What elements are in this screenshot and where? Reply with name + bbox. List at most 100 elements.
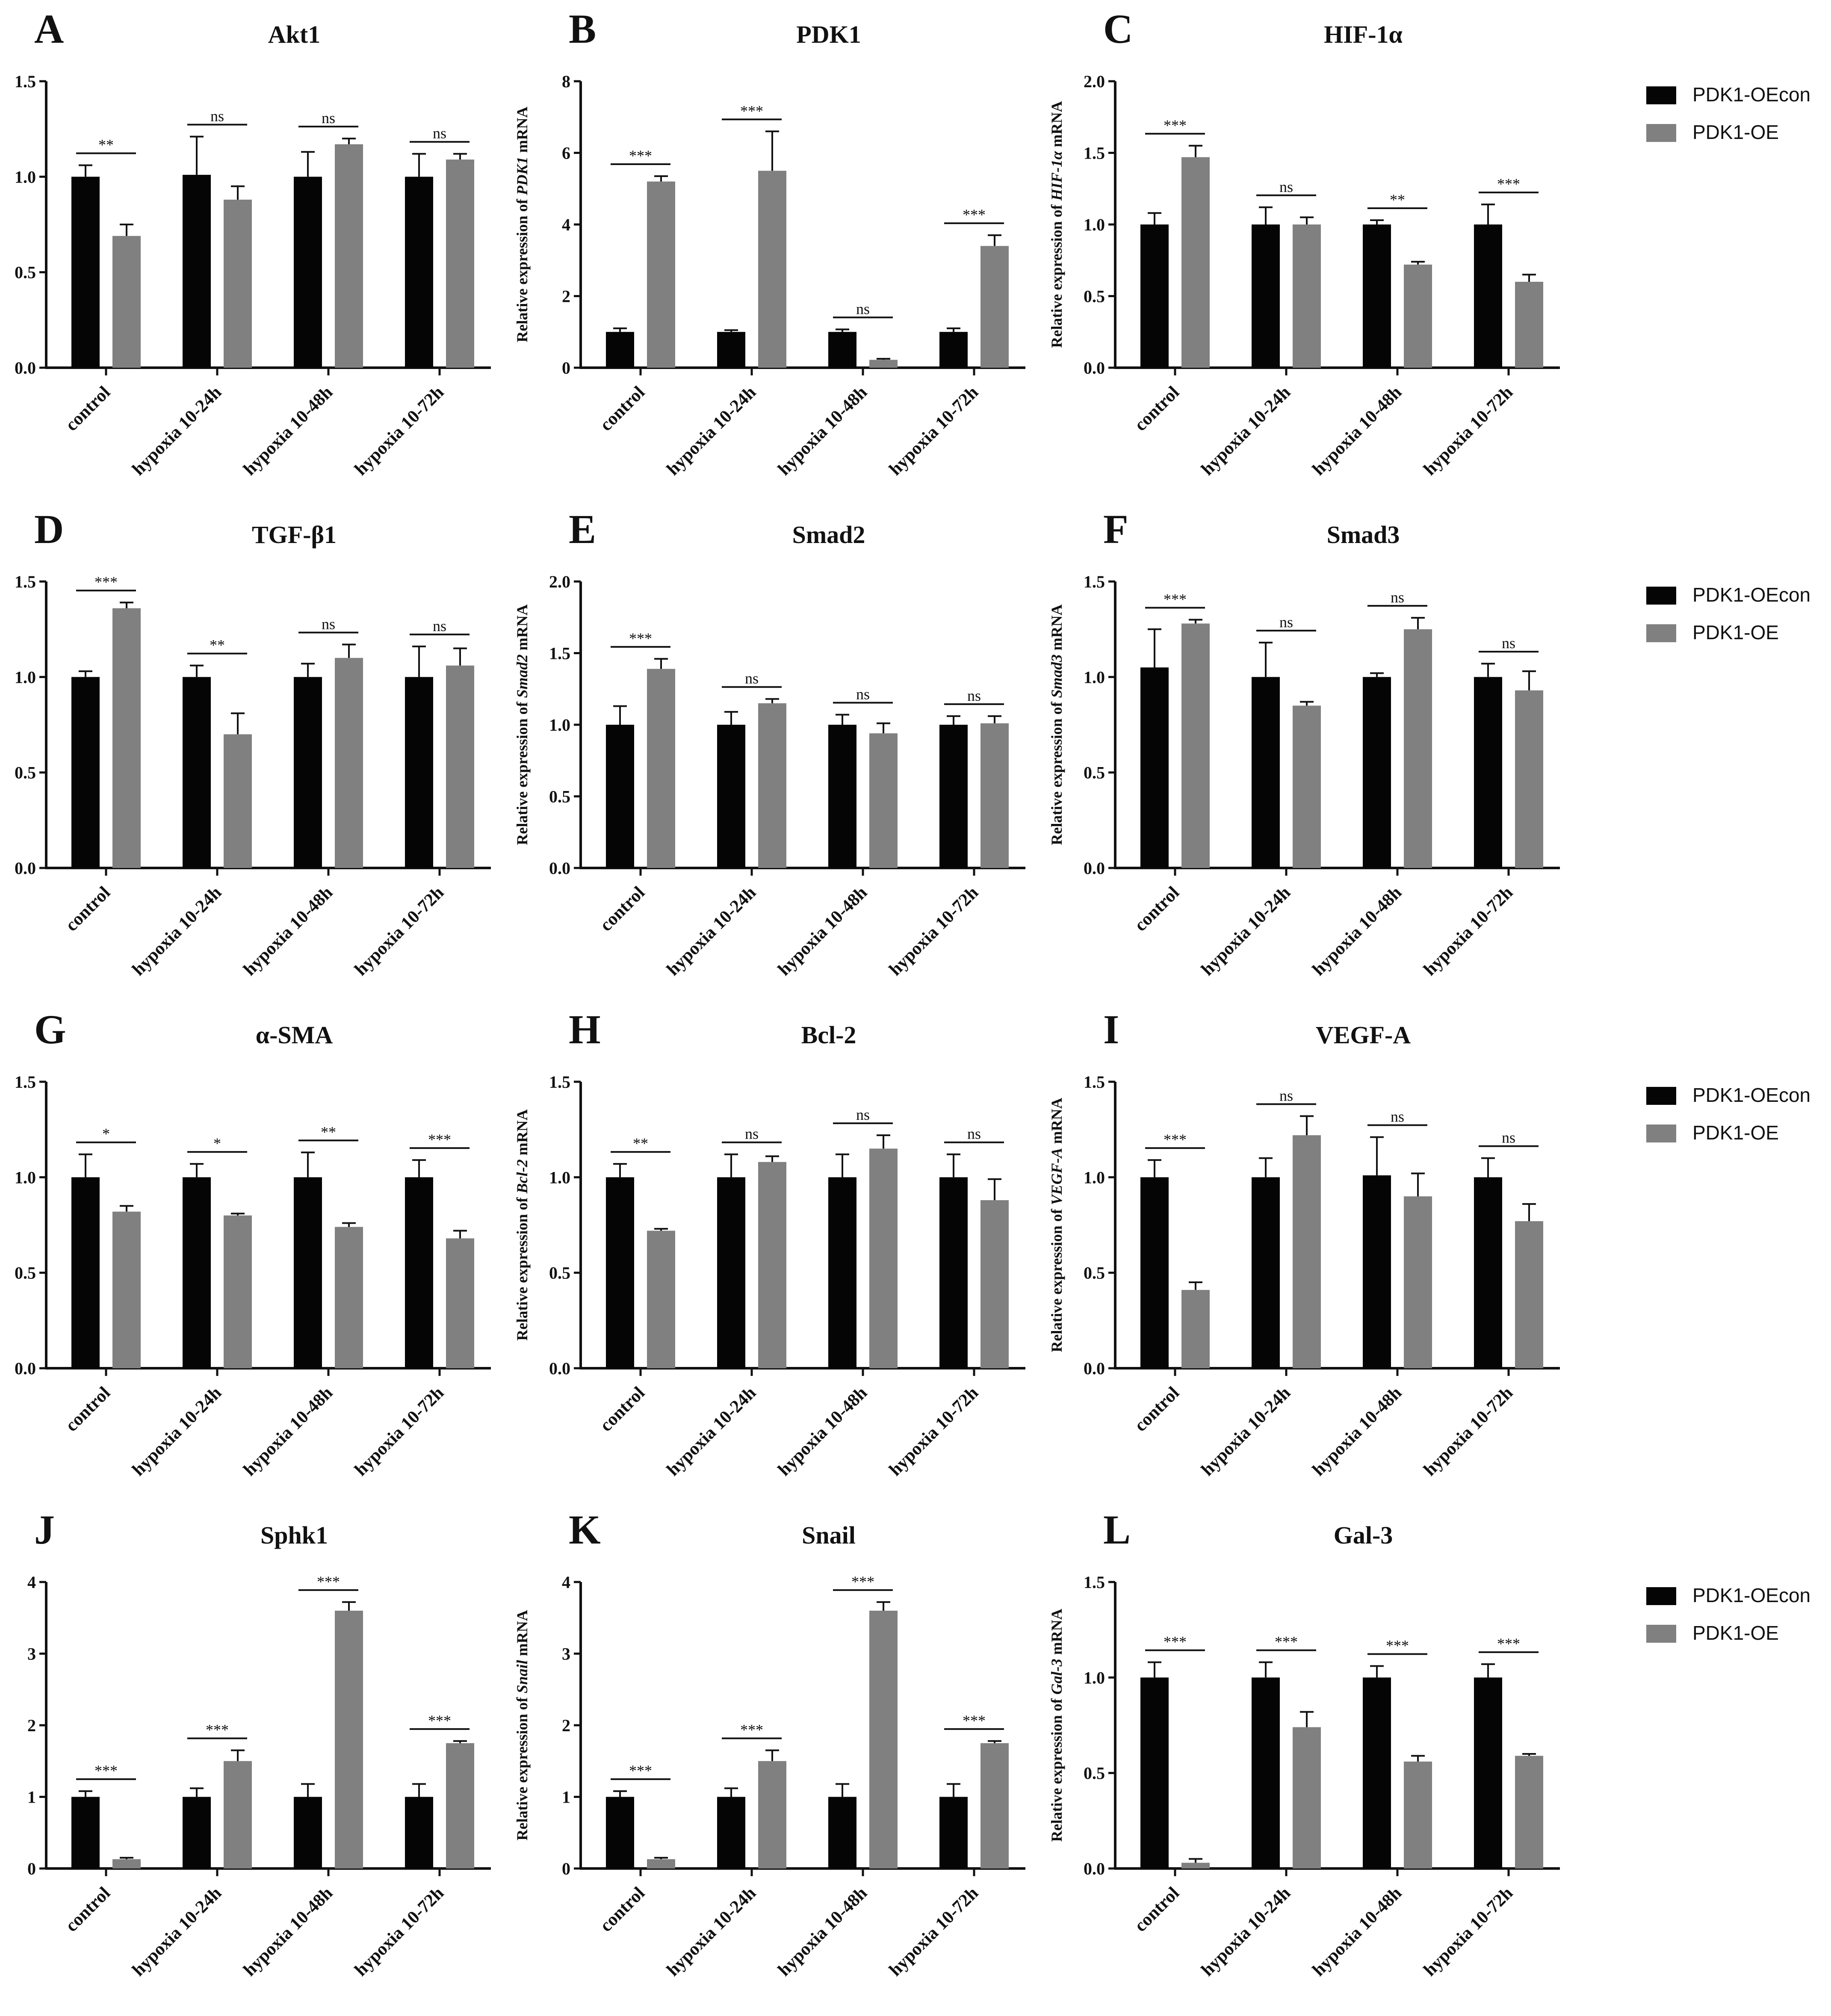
x-category-label: hypoxia 10-48h xyxy=(240,1883,337,1980)
y-tick-label: 2.0 xyxy=(549,572,570,591)
y-tick-label: 8 xyxy=(562,72,570,91)
bar-pdk1-oecon xyxy=(294,177,322,368)
bar-pdk1-oe xyxy=(224,1215,252,1368)
y-tick-label: 0.5 xyxy=(549,787,570,806)
y-tick-label: 1.0 xyxy=(15,667,36,687)
y-axis-label-suffix: mRNA xyxy=(1048,101,1065,151)
significance-label: ns xyxy=(1391,589,1404,606)
significance-label: *** xyxy=(629,630,652,647)
significance-label: *** xyxy=(851,1573,874,1590)
bar-pdk1-oecon xyxy=(294,1177,322,1368)
panel-g: Gα-SMARelative expression of α-SMA mRNA0… xyxy=(15,1007,491,1480)
panel-letter: J xyxy=(34,1507,55,1553)
significance-label: *** xyxy=(1386,1637,1409,1654)
significance-label: ** xyxy=(210,637,225,654)
panel-title: Smad3 xyxy=(1327,521,1400,549)
x-category-label: hypoxia 10-72h xyxy=(1420,383,1517,479)
panel-letter: D xyxy=(34,506,64,552)
bar-pdk1-oe xyxy=(869,360,898,368)
legend-label: PDK1-OEcon xyxy=(1692,1584,1810,1606)
bar-pdk1-oe xyxy=(869,1148,898,1368)
y-tick-label: 1 xyxy=(562,1788,570,1807)
bar-pdk1-oe xyxy=(224,1761,252,1868)
y-axis-label-suffix: mRNA xyxy=(514,604,531,654)
bar-pdk1-oe xyxy=(647,1231,675,1368)
y-tick-label: 1.0 xyxy=(1084,215,1105,234)
legend-swatch-pdk1-oecon xyxy=(1646,1087,1676,1105)
y-tick-label: 4 xyxy=(27,1573,36,1592)
x-category-label: hypoxia 10-24h xyxy=(663,383,760,479)
x-category-label: hypoxia 10-48h xyxy=(1309,1883,1406,1980)
y-tick-label: 0.5 xyxy=(1084,1764,1105,1783)
bar-pdk1-oe xyxy=(335,1611,363,1868)
bar-pdk1-oe xyxy=(980,246,1009,368)
panel-letter: A xyxy=(34,6,64,52)
significance-label: ns xyxy=(745,1125,759,1142)
y-axis-label-suffix: mRNA xyxy=(514,106,531,156)
y-tick-label: 2 xyxy=(562,287,570,306)
y-tick-label: 3 xyxy=(562,1644,570,1664)
y-tick-label: 1.0 xyxy=(1084,1168,1105,1187)
bar-pdk1-oecon xyxy=(1474,224,1502,368)
bar-pdk1-oe xyxy=(1181,623,1210,868)
bar-pdk1-oecon xyxy=(717,1177,745,1368)
legend-label: PDK1-OE xyxy=(1692,1122,1779,1144)
y-tick-label: 0.0 xyxy=(1084,1359,1105,1378)
bar-pdk1-oecon xyxy=(183,1177,211,1368)
significance-label: ns xyxy=(745,670,759,687)
significance-label: *** xyxy=(1275,1633,1298,1650)
significance-label: *** xyxy=(428,1712,451,1729)
bar-pdk1-oe xyxy=(1515,282,1543,368)
bar-pdk1-oe xyxy=(758,171,786,368)
bar-pdk1-oecon xyxy=(183,1797,211,1868)
panel-letter: C xyxy=(1103,6,1133,52)
significance-label: *** xyxy=(1497,175,1520,192)
bar-pdk1-oecon xyxy=(183,677,211,868)
y-axis-label-gene: Gal-3 xyxy=(1048,1659,1065,1694)
x-category-label: hypoxia 10-72h xyxy=(886,1883,982,1980)
legend-swatch-pdk1-oecon xyxy=(1646,86,1676,104)
y-tick-label: 1.0 xyxy=(1084,1668,1105,1687)
y-tick-label: 1.0 xyxy=(15,167,36,186)
y-tick-label: 1.5 xyxy=(15,572,36,591)
legend-swatch-pdk1-oecon xyxy=(1646,587,1676,605)
significance-label: *** xyxy=(1164,590,1187,608)
legend-swatch-pdk1-oe xyxy=(1646,1625,1676,1643)
bar-pdk1-oe xyxy=(758,703,786,868)
significance-label: *** xyxy=(1164,117,1187,134)
y-tick-label: 6 xyxy=(562,144,570,163)
bar-pdk1-oe xyxy=(335,144,363,368)
significance-label: ns xyxy=(1391,1108,1404,1125)
x-category-label: hypoxia 10-72h xyxy=(351,1883,448,1980)
x-category-label: hypoxia 10-48h xyxy=(1309,883,1406,980)
x-category-label: hypoxia 10-72h xyxy=(351,883,448,980)
y-tick-label: 2.0 xyxy=(1084,72,1105,91)
y-axis-label-prefix: Relative expression of xyxy=(514,698,531,845)
y-tick-label: 0.0 xyxy=(15,358,36,378)
x-category-label: hypoxia 10-48h xyxy=(1309,383,1406,479)
bar-pdk1-oecon xyxy=(606,332,634,368)
significance-label: ns xyxy=(1279,1087,1293,1104)
y-axis-label-suffix: mRNA xyxy=(514,1109,531,1159)
y-axis-label-gene: Smad2 xyxy=(514,654,531,698)
significance-label: *** xyxy=(95,1762,118,1779)
significance-label: * xyxy=(102,1125,110,1142)
y-axis-label-prefix: Relative expression of xyxy=(514,1193,531,1340)
y-axis-label-prefix: Relative expression of xyxy=(514,195,531,342)
x-category-label: hypoxia 10-24h xyxy=(1198,1883,1294,1980)
y-tick-label: 0 xyxy=(27,1859,36,1878)
significance-label: *** xyxy=(740,1721,763,1739)
bar-pdk1-oe xyxy=(112,1211,141,1368)
x-category-label: hypoxia 10-24h xyxy=(1198,1383,1294,1480)
y-axis-label-prefix: Relative expression of xyxy=(1048,698,1065,845)
bar-pdk1-oecon xyxy=(1363,1677,1391,1868)
x-category-label: control xyxy=(1131,1383,1183,1436)
y-tick-label: 0.0 xyxy=(1084,1859,1105,1878)
bar-pdk1-oecon xyxy=(405,677,433,868)
panel-title: HIF-1α xyxy=(1324,21,1403,48)
significance-label: *** xyxy=(740,102,763,119)
